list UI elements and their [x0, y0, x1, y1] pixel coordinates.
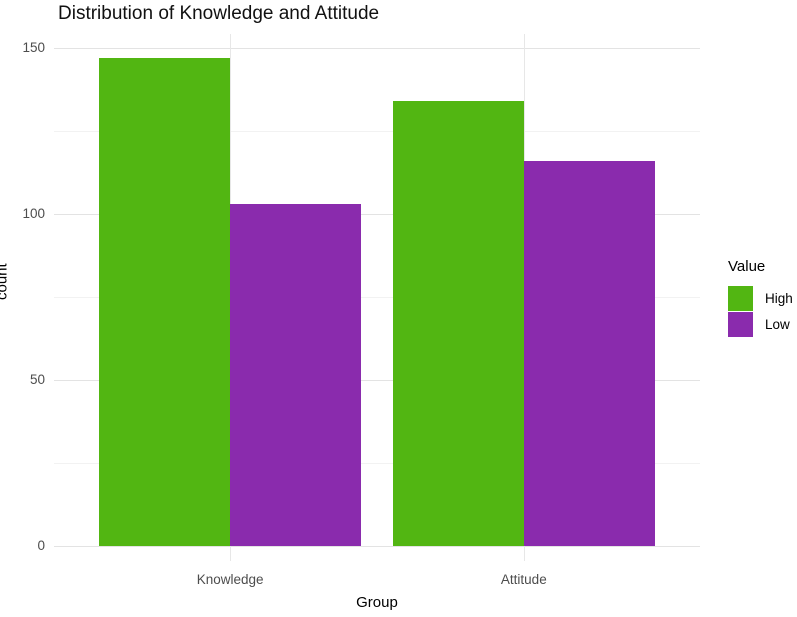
y-tick-label: 0 [37, 537, 45, 553]
gridline-major [54, 379, 700, 381]
bar-attitude-high [392, 101, 524, 546]
bar-knowledge-low [230, 204, 362, 546]
legend-swatch [728, 312, 753, 337]
legend-items: High Low [728, 286, 797, 337]
gridline-major [54, 214, 700, 216]
y-axis-title: count [0, 263, 11, 300]
legend-swatch [728, 286, 753, 311]
gridline-minor [54, 131, 700, 133]
gridline-minor [54, 297, 700, 299]
x-axis-title: Group [356, 594, 398, 611]
legend-item: Low [728, 312, 797, 337]
x-tick-label: Attitude [500, 572, 547, 587]
chart-title: Distribution of Knowledge and Attitude [58, 3, 380, 24]
gridline-major [54, 48, 700, 50]
y-tick-label: 100 [22, 206, 45, 222]
legend-label: High [765, 291, 793, 306]
gridline-major [54, 545, 700, 547]
legend-title: Value [728, 258, 766, 275]
legend-item: High [728, 286, 797, 311]
bar-knowledge-high [99, 58, 231, 546]
y-tick-label: 150 [22, 40, 45, 56]
plot-panel [54, 34, 700, 561]
x-tick-label: Knowledge [196, 572, 264, 587]
legend-label: Low [765, 317, 790, 332]
bar-attitude-low [523, 161, 655, 546]
y-tick-label: 50 [29, 371, 45, 387]
legend: Value High Low [728, 258, 797, 338]
gridline-minor [54, 462, 700, 464]
